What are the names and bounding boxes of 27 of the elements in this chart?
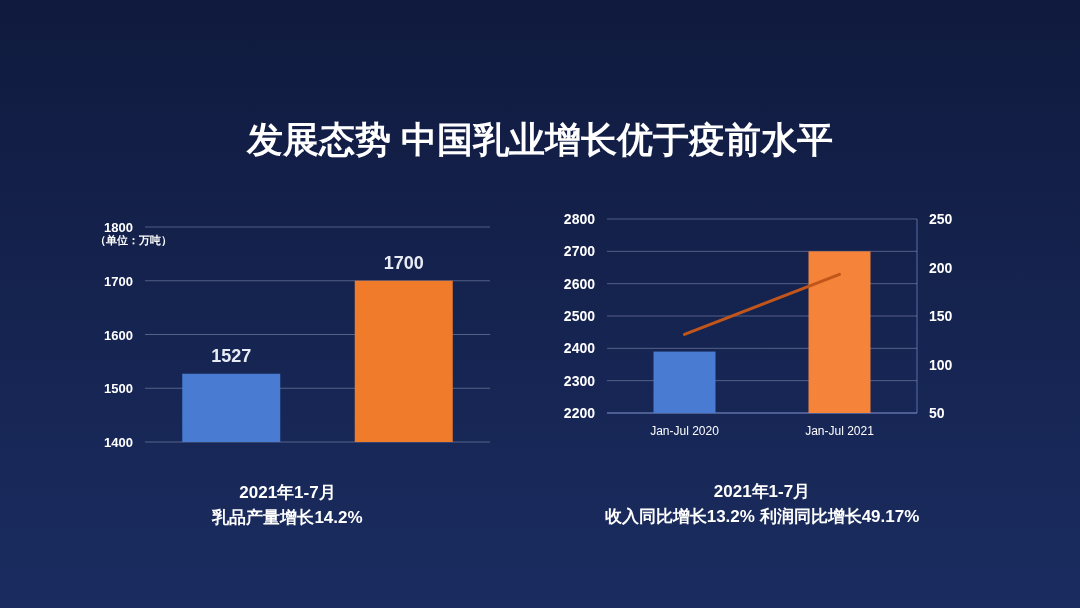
y-tick-label: 1400: [104, 435, 133, 450]
y-tick-label: 2200: [563, 405, 596, 421]
y2-tick-label: 100: [929, 356, 953, 373]
y-tick-label: 2700: [563, 243, 596, 260]
text: 2021年1-7月: [713, 482, 811, 501]
y-tick-label: 2400: [563, 340, 596, 357]
data-label: 1527: [211, 345, 252, 366]
y2-tick-label: 250: [929, 211, 953, 227]
y2-tick-label: 50: [929, 405, 945, 421]
y-tick-label: 1700: [104, 273, 133, 289]
x-tick-label: Jan-Jul 2021: [805, 424, 875, 438]
text: 乳品产量增长14.2%: [211, 508, 363, 527]
chart-title: 发展态势 中国乳业增长优于疫前水平: [245, 119, 834, 160]
y2-tick-label: 150: [929, 308, 953, 324]
y-tick-label: 2800: [563, 211, 596, 227]
y-tick-label: 1800: [104, 220, 133, 235]
y-tick-label: 2600: [563, 275, 596, 292]
y2-tick-label: 200: [929, 259, 953, 276]
text: 收入同比增长13.2% 利润同比增长49.17%: [604, 507, 920, 526]
x-tick-label: Jan-Jul 2020: [650, 424, 720, 438]
y-axis-title: （单位：万吨）: [95, 234, 172, 247]
y-tick-label: 1500: [104, 381, 133, 397]
data-label: 1700: [383, 252, 424, 273]
y-tick-label: 2500: [563, 308, 596, 324]
y-tick-label: 2300: [563, 372, 596, 389]
text: 2021年1-7月: [239, 483, 336, 502]
y-tick-label: 1600: [104, 327, 133, 343]
